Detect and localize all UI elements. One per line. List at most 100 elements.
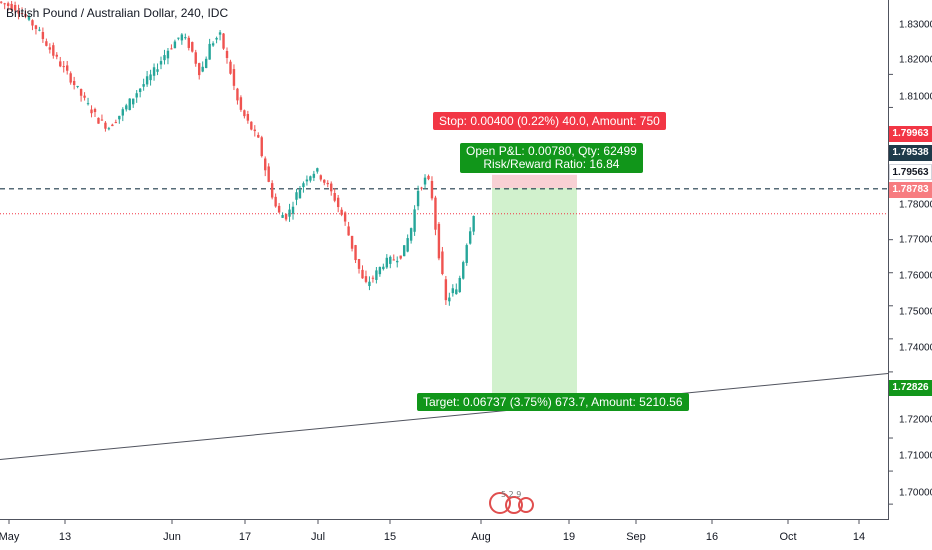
candle-body	[312, 173, 316, 178]
candle-body	[3, 3, 6, 5]
candle-body	[392, 259, 395, 261]
candle-body	[145, 76, 149, 85]
candle-body	[291, 206, 295, 214]
stop-label[interactable]: Stop: 0.00400 (0.22%) 40.0, Amount: 750	[433, 112, 666, 130]
candle-body	[423, 177, 427, 185]
candle-body	[6, 3, 10, 6]
candle-body	[253, 129, 257, 132]
candle-body	[13, 4, 17, 11]
chart-title: British Pound / Australian Dollar, 240, …	[6, 6, 229, 20]
candle-body	[462, 262, 465, 279]
candle-body	[333, 193, 336, 201]
pnl-label[interactable]: Open P&L: 0.00780, Qty: 62499 Risk/Rewar…	[460, 143, 643, 173]
candle-body	[48, 47, 52, 50]
candle-body	[427, 175, 430, 180]
candle-body	[163, 55, 166, 61]
x-tick-label: 17	[238, 531, 252, 543]
candle-body	[465, 245, 468, 263]
candle-body	[79, 89, 83, 96]
candle-body	[409, 228, 413, 241]
candle-body	[41, 32, 45, 40]
entry-price-badge: 1.79563	[889, 164, 932, 180]
candle-body	[350, 235, 354, 249]
candle-body	[114, 122, 118, 124]
candle-body	[34, 25, 38, 29]
candle-body	[132, 98, 135, 105]
open-price-badge: 1.79538	[889, 145, 932, 161]
candle-body	[378, 267, 382, 275]
svg-text:5 2 9: 5 2 9	[501, 490, 521, 499]
candle-body	[125, 105, 128, 110]
candle-body	[316, 168, 319, 172]
candle-body	[90, 109, 93, 114]
candle-body	[27, 16, 31, 20]
candle-body	[267, 166, 270, 182]
candle-body	[319, 175, 323, 180]
candle-body	[368, 281, 371, 287]
trend-line	[0, 373, 889, 461]
candle-body	[20, 12, 24, 14]
candle-body	[385, 257, 389, 268]
y-tick-label: 1.83000	[899, 19, 932, 31]
candle-body	[420, 187, 423, 189]
x-tick-label: 15	[383, 531, 397, 543]
y-tick-label: 1.74000	[899, 342, 932, 354]
candle-body	[38, 29, 41, 31]
y-tick-label: 1.81000	[899, 91, 932, 103]
candle-body	[277, 205, 281, 213]
y-tick-label: 1.77000	[899, 234, 932, 246]
candle-body	[128, 98, 131, 111]
candle-body	[222, 33, 225, 49]
candle-body	[416, 190, 420, 207]
candle-body	[156, 69, 159, 72]
candle-body	[430, 180, 434, 199]
x-tick-label: Jul	[310, 531, 326, 543]
candle-body	[184, 37, 187, 39]
candle-body	[309, 176, 312, 181]
candle-body	[52, 45, 55, 56]
candle-body	[62, 66, 65, 68]
candle-body	[246, 113, 250, 121]
candle-body	[97, 117, 100, 124]
open-pnl-text: Open P&L: 0.00780, Qty: 62499	[466, 144, 637, 158]
candle-body	[371, 277, 375, 279]
stop-price-badge: 1.79963	[889, 126, 932, 142]
candle-body	[257, 134, 260, 138]
candle-body	[86, 103, 90, 105]
candle-body	[468, 231, 472, 244]
candle-body	[250, 121, 253, 130]
candle-body	[444, 279, 448, 301]
x-tick-label: 16	[705, 531, 719, 543]
x-tick-label: May	[0, 531, 20, 543]
target-label[interactable]: Target: 0.06737 (3.75%) 673.7, Amount: 5…	[417, 393, 689, 411]
x-tick-label: Sep	[626, 531, 646, 543]
candle-body	[159, 61, 163, 65]
candle-body	[243, 110, 246, 117]
candle-body	[364, 276, 368, 282]
stop-loss-zone	[492, 174, 577, 188]
candle-body	[208, 43, 211, 60]
candle-body	[455, 289, 458, 295]
candle-body	[361, 269, 364, 279]
candle-body	[100, 119, 104, 121]
y-tick-label: 1.76000	[899, 270, 932, 282]
candle-body	[180, 34, 184, 41]
candle-body	[45, 41, 48, 46]
candle-body	[225, 50, 229, 58]
candle-body	[451, 288, 455, 294]
candle-body	[458, 277, 461, 293]
candle-body	[201, 66, 204, 72]
candle-body	[138, 88, 142, 92]
candle-body	[211, 43, 215, 46]
y-tick-label: 1.72000	[899, 414, 932, 426]
candle-body	[118, 115, 121, 120]
current-price-badge: 1.78783	[889, 182, 932, 198]
candle-body	[305, 179, 309, 182]
y-tick-label: 1.75000	[899, 306, 932, 318]
candle-body	[302, 183, 305, 188]
candle-body	[354, 245, 357, 261]
candle-body	[399, 255, 402, 259]
candle-body	[66, 65, 69, 71]
candle-body	[437, 223, 441, 259]
